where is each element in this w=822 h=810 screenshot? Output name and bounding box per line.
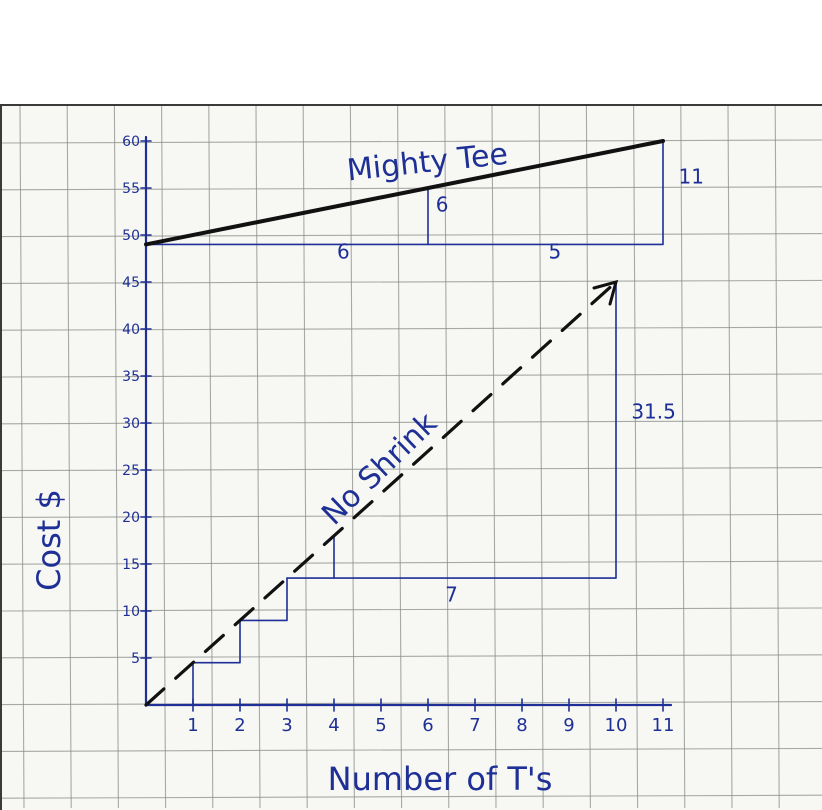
series-label-mighty-tee: Mighty Tee: [345, 137, 509, 189]
x-tick-label: 3: [281, 715, 292, 736]
grid-line-horizontal: [1, 794, 822, 799]
step-segment: [239, 577, 288, 622]
x-tick-label: 10: [605, 715, 628, 736]
grid: [1, 105, 822, 808]
grid-line-horizontal: [1, 654, 822, 659]
grid-line-vertical: [161, 105, 167, 808]
mighty-tee-line: [144, 139, 665, 247]
grid-line-horizontal: [1, 701, 822, 706]
step-segment: [192, 619, 241, 664]
y-tick-label: 55: [122, 181, 140, 197]
grid-line-horizontal: [1, 186, 822, 191]
grid-line-horizontal: [1, 139, 822, 144]
annotation-label: 7: [445, 583, 458, 607]
grid-line-vertical: [680, 105, 686, 808]
mighty-tee-rise-run: [145, 140, 664, 246]
grid-line-vertical: [66, 105, 72, 808]
y-tick-label: 45: [122, 275, 140, 291]
y-tick-label: 35: [122, 369, 140, 385]
x-tick-label: 4: [328, 715, 339, 736]
grid-line-horizontal: [1, 326, 822, 331]
x-tick-label: 9: [563, 715, 574, 736]
grid-line-vertical: [397, 105, 403, 808]
no-shrink-rise-run: [286, 281, 617, 579]
annotation-label: 11: [678, 164, 703, 188]
x-tick-label: 5: [375, 715, 386, 736]
annotation-label: 31.5: [631, 399, 676, 423]
y-tick-label: 50: [122, 228, 140, 244]
grid-line-vertical: [633, 105, 639, 808]
grid-line-vertical: [444, 105, 450, 808]
grid-line-vertical: [491, 105, 497, 808]
x-tick-label: 8: [516, 715, 527, 736]
grid-line-vertical: [349, 105, 355, 808]
grid-line-horizontal: [1, 747, 822, 752]
grid-line-horizontal: [1, 420, 822, 425]
grid-line-vertical: [538, 105, 544, 808]
reference-triangles: [145, 140, 664, 706]
grid-line-vertical: [255, 105, 261, 808]
grid-line-horizontal: [1, 467, 822, 472]
grid-line-vertical: [19, 105, 25, 808]
y-tick-label: 30: [122, 416, 140, 432]
grid-line-horizontal: [1, 279, 822, 284]
x-tick-label: 1: [187, 715, 198, 736]
series: [144, 139, 665, 707]
grid-line-vertical: [774, 105, 780, 808]
grid-line-horizontal: [1, 607, 822, 612]
y-tick-label: 15: [122, 557, 140, 573]
grid-line-horizontal: [1, 513, 822, 518]
annotation-label: 6: [337, 240, 350, 264]
graph-paper: [0, 104, 822, 810]
y-tick-label: 10: [122, 604, 140, 620]
grid-line-vertical: [727, 105, 733, 808]
grid-line-vertical: [113, 105, 119, 808]
y-tick-label: 5: [131, 651, 140, 667]
x-tick-label: 2: [234, 715, 245, 736]
x-tick-label: 7: [469, 715, 480, 736]
y-tick-label: 25: [122, 463, 140, 479]
x-axis-title: Number of T's: [328, 760, 553, 798]
x-tick-label: 11: [652, 715, 675, 736]
no-shrink-line: [144, 280, 618, 707]
annotation-label: 5: [549, 240, 562, 264]
x-tick-label: 6: [422, 715, 433, 736]
no-shrink-arrowhead: [592, 279, 619, 306]
grid-line-horizontal: [1, 560, 822, 565]
y-tick-label: 60: [122, 134, 140, 150]
annotation-label: 6: [436, 193, 449, 217]
y-axis-title: Cost $: [30, 489, 68, 591]
grid-line-vertical: [302, 105, 308, 808]
grid-line-horizontal: [1, 233, 822, 238]
y-tick-label: 40: [122, 322, 140, 338]
grid-line-horizontal: [1, 373, 822, 378]
grid-line-vertical: [208, 105, 214, 808]
y-tick-label: 20: [122, 510, 140, 526]
grid-line-vertical: [585, 105, 591, 808]
